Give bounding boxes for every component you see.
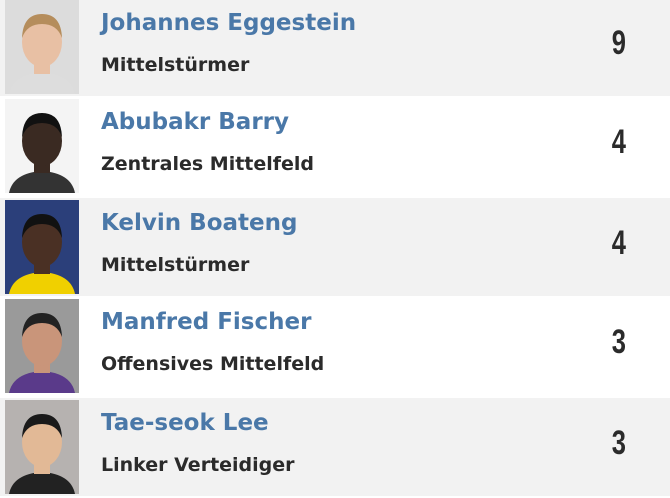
player-row: Manfred Fischer Offensives Mittelfeld 3 <box>0 297 670 395</box>
player-row: Abubakr Barry Zentrales Mittelfeld 4 <box>0 97 670 195</box>
player-name[interactable]: Kelvin Boateng <box>101 210 298 236</box>
goal-count: 4 <box>611 123 626 161</box>
player-row: Johannes Eggestein Mittelstürmer 9 <box>0 0 670 96</box>
player-row: Kelvin Boateng Mittelstürmer 4 <box>0 198 670 296</box>
player-photo <box>5 400 79 494</box>
goal-count: 3 <box>611 424 626 462</box>
goal-count: 4 <box>611 224 626 262</box>
player-photo <box>5 99 79 193</box>
player-position: Offensives Mittelfeld <box>101 353 325 375</box>
player-name[interactable]: Tae-seok Lee <box>101 410 269 436</box>
player-name[interactable]: Abubakr Barry <box>101 109 289 135</box>
player-photo <box>5 0 79 94</box>
player-row: Tae-seok Lee Linker Verteidiger 3 <box>0 398 670 496</box>
player-photo <box>5 299 79 393</box>
goal-count: 3 <box>611 323 626 361</box>
player-photo <box>5 200 79 294</box>
player-position: Mittelstürmer <box>101 254 250 276</box>
player-name[interactable]: Manfred Fischer <box>101 309 312 335</box>
player-name[interactable]: Johannes Eggestein <box>101 10 357 36</box>
goal-count: 9 <box>611 24 626 62</box>
player-position: Mittelstürmer <box>101 54 250 76</box>
player-position: Zentrales Mittelfeld <box>101 153 315 175</box>
player-position: Linker Verteidiger <box>101 454 295 476</box>
